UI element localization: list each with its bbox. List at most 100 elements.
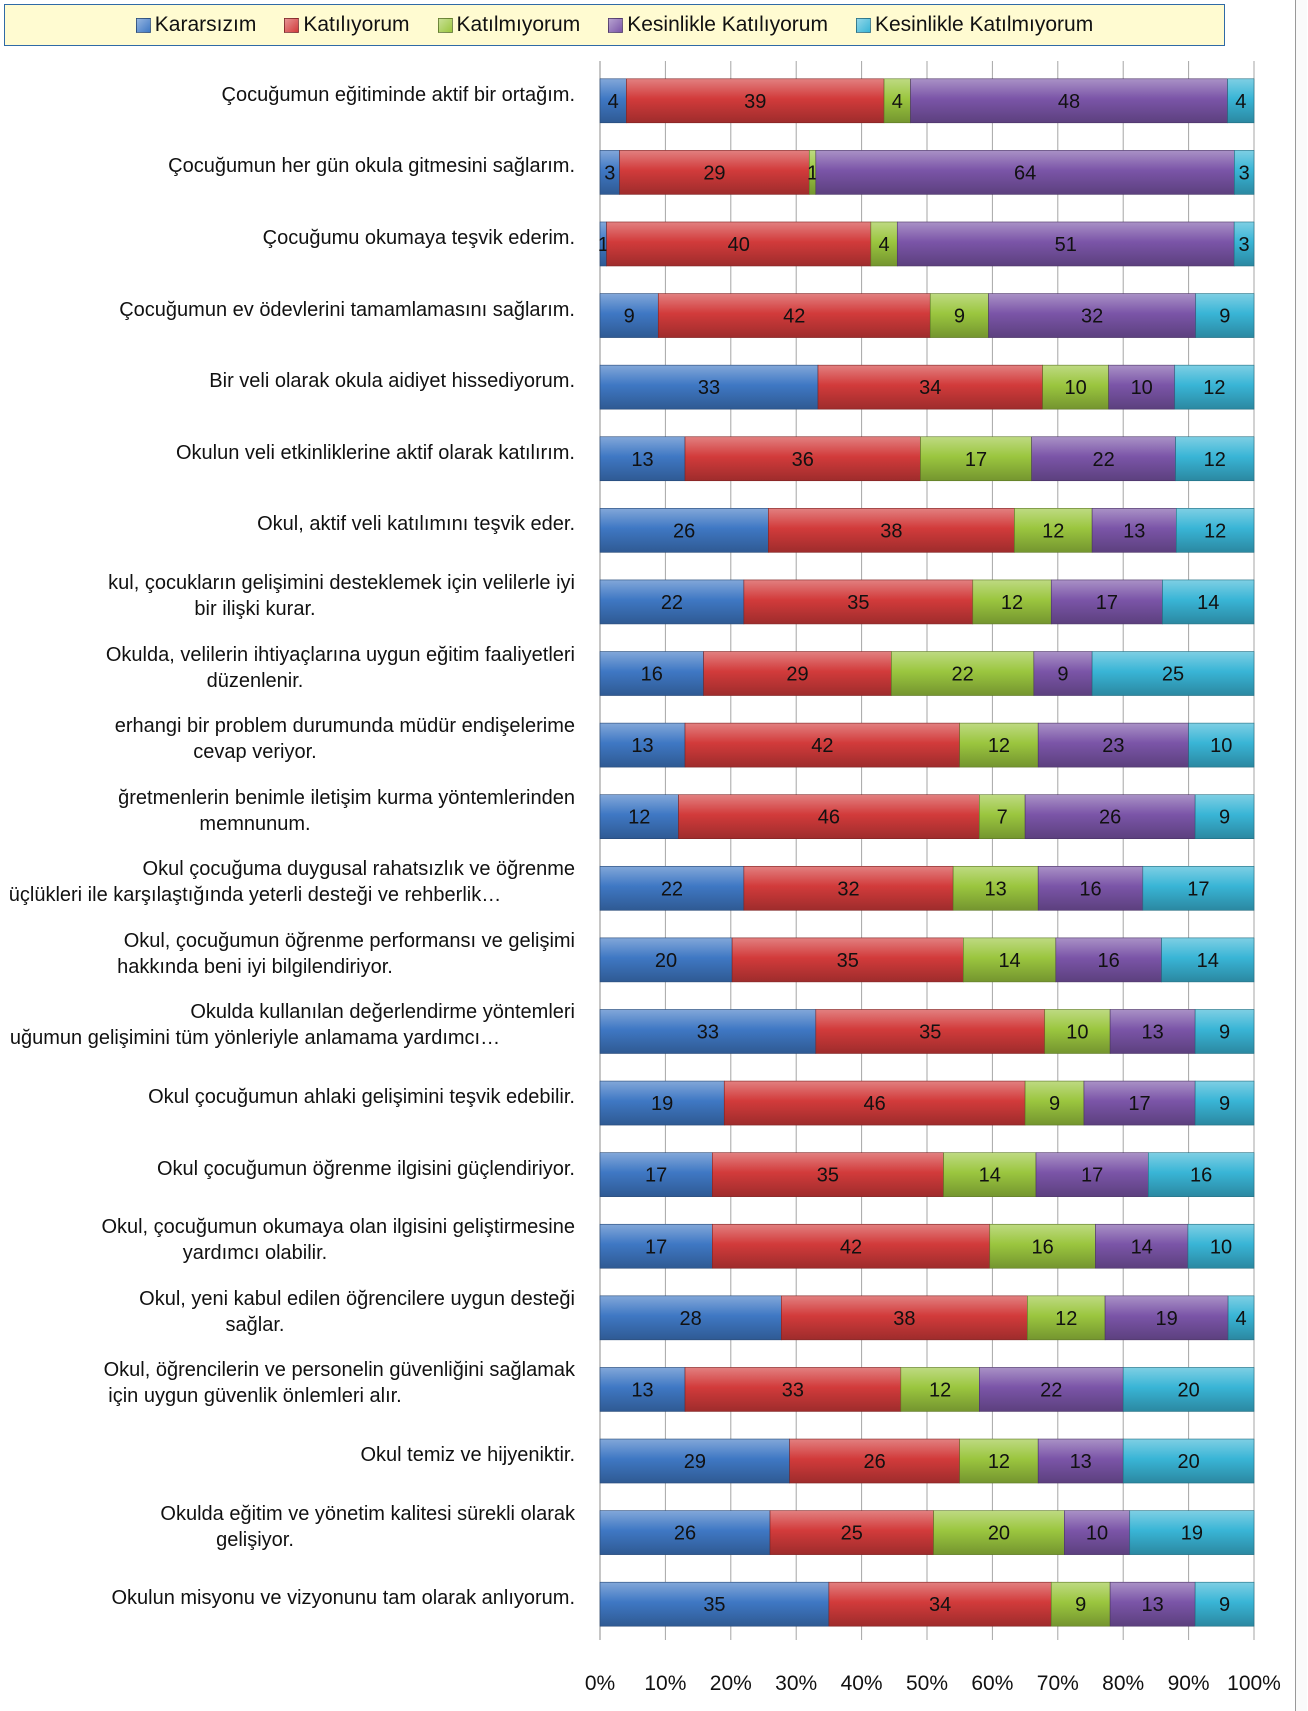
- bar-segment: [1014, 508, 1093, 553]
- bar-segment: [768, 508, 1015, 553]
- data-label: 13: [1070, 1451, 1092, 1473]
- data-label: 46: [864, 1093, 886, 1115]
- bar-segment: [1091, 508, 1177, 553]
- bar-segment: [1174, 364, 1255, 410]
- bar-segment: [1194, 1581, 1255, 1627]
- data-label: 20: [1177, 1379, 1199, 1401]
- data-label: 9: [1075, 1594, 1086, 1616]
- category-label-line: bir ilişki kurar.: [194, 597, 316, 620]
- category-label: Okulda kullanılan değerlendirme yöntemle…: [0, 999, 575, 1051]
- legend-swatch: [608, 17, 624, 33]
- category-label: Çocuğumu okumaya teşvik ederim.: [0, 225, 575, 251]
- data-label: 42: [840, 1236, 862, 1258]
- data-label: 17: [645, 1165, 667, 1187]
- x-tick-label: 70%: [1036, 1672, 1079, 1695]
- bar-segment: [1109, 1581, 1196, 1627]
- category-label-line: Okul, çocuğumun öğrenme performansı ve g…: [123, 929, 575, 952]
- data-label: 22: [1092, 449, 1114, 471]
- data-label: 9: [1219, 1594, 1230, 1616]
- data-label: 26: [864, 1451, 886, 1473]
- category-label: Çocuğumun ev ödevlerini tamamlamasını sa…: [0, 297, 575, 323]
- category-label-line: Okulun veli etkinliklerine aktif olarak …: [175, 441, 575, 464]
- bar-segment: [896, 221, 1235, 267]
- data-label: 4: [608, 91, 619, 113]
- data-label: 29: [684, 1451, 706, 1473]
- category-label-line: Çocuğumu okumaya teşvik ederim.: [262, 226, 575, 249]
- data-label: 23: [1102, 735, 1124, 757]
- data-label: 17: [1187, 878, 1209, 900]
- category-label-line: üçlükleri ile karşılaştığında yeterli de…: [8, 884, 502, 907]
- category-label-line: Okul, çocuğumun okumaya olan ilgisini ge…: [101, 1216, 575, 1239]
- bar-segment: [1104, 1295, 1229, 1341]
- category-label-line: Okulda eğitim ve yönetim kalitesi sürekl…: [160, 1502, 575, 1525]
- category-label-line: cevap veriyor.: [193, 741, 317, 764]
- bar-segment: [1044, 1009, 1111, 1054]
- data-label: 9: [1219, 1093, 1230, 1115]
- bar-segment: [599, 78, 627, 124]
- legend-label: Kararsızım: [154, 13, 257, 36]
- data-label: 16: [641, 664, 663, 686]
- data-label: 13: [631, 735, 653, 757]
- data-label: 26: [673, 520, 695, 542]
- data-label: 26: [1099, 807, 1121, 829]
- chart-right-border: [1295, 0, 1307, 1711]
- legend-swatch: [855, 17, 871, 33]
- bar-segment: [599, 722, 686, 768]
- data-label: 16: [1079, 878, 1101, 900]
- category-label-line: uğumun gelişimini tüm yönleriyle anlamam…: [9, 1027, 501, 1050]
- bar-segment: [657, 293, 931, 338]
- data-label: 1: [807, 162, 818, 184]
- bar-segment: [972, 579, 1052, 625]
- category-label-line: ğretmenlerin benimle iletişim kurma yönt…: [118, 786, 575, 809]
- category-label: Çocuğumun her gün okula gitmesini sağlar…: [0, 153, 575, 179]
- bar-segment: [1227, 78, 1255, 124]
- bar-segment: [920, 436, 1032, 482]
- category-label: Okul, çocuğumun okumaya olan ilgisini ge…: [0, 1214, 575, 1266]
- data-label: 17: [965, 449, 987, 471]
- bar-segment: [1194, 794, 1255, 840]
- data-label: 10: [1131, 377, 1153, 399]
- bar-segment: [959, 722, 1039, 768]
- bar-segment: [712, 1152, 944, 1197]
- bar-segment: [599, 1367, 686, 1412]
- bar-segment: [599, 579, 745, 625]
- bar-segment: [817, 364, 1043, 410]
- data-label: 9: [1057, 664, 1068, 686]
- data-label: 4: [1235, 91, 1246, 113]
- data-label: 17: [1096, 592, 1118, 614]
- data-label: 13: [1142, 1021, 1164, 1043]
- data-label: 19: [1181, 1523, 1203, 1545]
- data-label: 12: [988, 1451, 1010, 1473]
- data-label: 14: [998, 950, 1020, 972]
- category-label-line: Okul çocuğumun ahlaki gelişimini teşvik …: [148, 1086, 575, 1109]
- bar-segment: [599, 794, 679, 840]
- category-label: Okul çocuğuma duygusal rahatsızlık ve öğ…: [0, 856, 575, 908]
- bar-segment: [815, 150, 1235, 195]
- legend-label: Kesinlikle Katılıyorum: [627, 13, 828, 36]
- category-label-line: düzenlenir.: [206, 669, 304, 692]
- data-label: 17: [645, 1236, 667, 1258]
- data-label: 22: [1040, 1379, 1062, 1401]
- data-label: 9: [1219, 807, 1230, 829]
- category-label-line: memnunum.: [199, 812, 311, 835]
- bar-segment: [1108, 364, 1176, 410]
- data-label: 19: [1155, 1308, 1177, 1330]
- x-tick-label: 80%: [1102, 1672, 1145, 1695]
- category-label-line: için uygun güvenlik önlemleri alır.: [108, 1385, 402, 1408]
- data-label: 38: [880, 520, 902, 542]
- data-label: 12: [1203, 377, 1225, 399]
- category-label-line: Okul çocuğuma duygusal rahatsızlık ve öğ…: [142, 858, 575, 881]
- data-label: 9: [1219, 306, 1230, 328]
- data-label: 22: [661, 592, 683, 614]
- bar-segment: [599, 1510, 771, 1555]
- x-tick-label: 60%: [971, 1672, 1014, 1695]
- category-label: Okulda, velilerin ihtiyaçlarına uygun eğ…: [0, 642, 575, 694]
- data-label: 22: [661, 878, 683, 900]
- bar-segment: [1024, 794, 1196, 840]
- x-tick-label: 50%: [905, 1672, 949, 1695]
- data-label: 14: [1131, 1236, 1153, 1258]
- bar-segment: [1175, 436, 1255, 482]
- category-label: Okul çocuğumun ahlaki gelişimini teşvik …: [0, 1084, 575, 1110]
- data-label: 4: [878, 234, 889, 256]
- data-label: 22: [951, 664, 973, 686]
